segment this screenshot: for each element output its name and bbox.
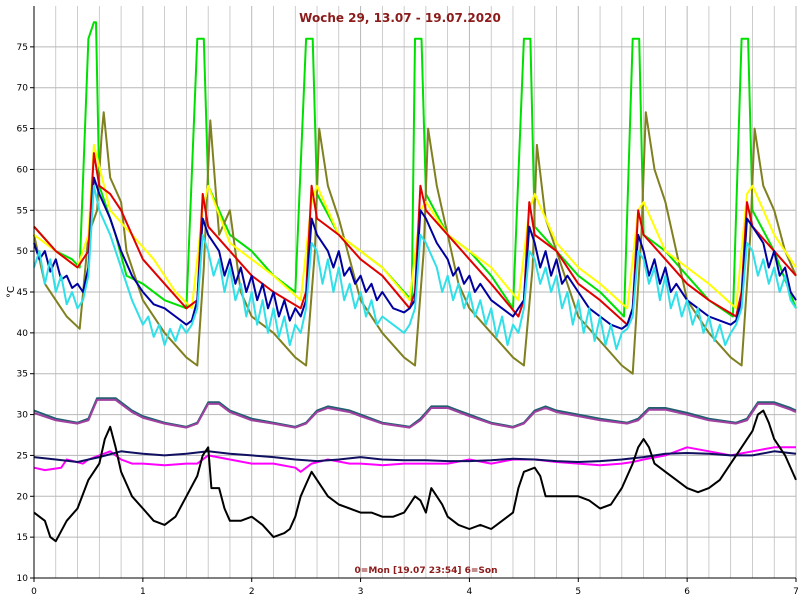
x-tick-label: 5 — [575, 587, 581, 597]
chart-subtitle: 0=Mon [19.07 23:54] 6=Son — [355, 566, 498, 576]
series-line-3 — [33, 143, 797, 310]
x-tick-label: 7 — [793, 587, 799, 597]
series-line-2 — [33, 111, 797, 375]
series-line-10 — [33, 450, 797, 463]
x-tick-label: 1 — [140, 587, 146, 597]
y-tick-label: 45 — [17, 288, 28, 298]
y-tick-label: 30 — [17, 411, 29, 421]
series-line-4 — [33, 152, 797, 326]
y-tick-label: 25 — [17, 451, 28, 461]
series-line-8 — [33, 398, 797, 429]
y-tick-label: 70 — [17, 84, 29, 94]
x-tick-label: 2 — [249, 587, 255, 597]
series-line-6 — [33, 184, 797, 351]
y-tick-label: 50 — [17, 247, 29, 257]
x-tick-label: 3 — [358, 587, 364, 597]
series-line-11 — [33, 409, 797, 543]
series-layer — [33, 21, 797, 543]
y-tick-label: 55 — [17, 206, 28, 216]
x-tick-label: 6 — [684, 587, 690, 597]
y-tick-label: 40 — [17, 329, 29, 339]
y-tick-label: 60 — [17, 165, 29, 175]
y-tick-label: 10 — [17, 574, 29, 584]
y-tick-label: 15 — [17, 533, 28, 543]
y-axis-label: °C — [6, 286, 17, 298]
y-tick-label: 75 — [17, 43, 28, 53]
y-tick-label: 65 — [17, 125, 28, 135]
series-line-5 — [33, 176, 797, 330]
x-tick-label: 0 — [31, 587, 37, 597]
chart-title: Woche 29, 13.07 - 19.07.2020 — [299, 11, 501, 25]
x-tick-label: 4 — [467, 587, 473, 597]
y-tick-label: 35 — [17, 370, 28, 380]
y-tick-label: 20 — [17, 492, 29, 502]
